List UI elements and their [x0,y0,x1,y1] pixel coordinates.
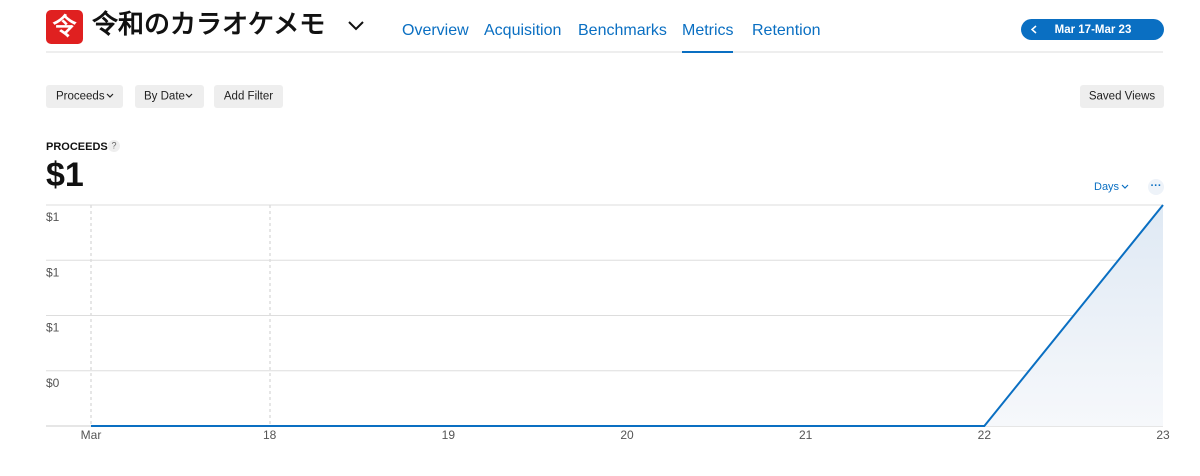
filter-label: Proceeds [56,91,105,103]
filter-button[interactable] [135,85,204,108]
x-tick-label: 22 [978,428,992,442]
date-range[interactable]: Mar 17-Mar 23 [1055,24,1132,36]
more-button[interactable] [1148,179,1164,195]
x-tick-label: 23 [1156,428,1170,442]
chevron [185,93,193,98]
app-icon-glyph: 令 [53,12,78,40]
filter-button[interactable] [214,85,283,108]
saved-views: Saved Views [1089,91,1156,103]
x-tick-label: 18 [263,428,277,442]
y-tick-label: $0 [46,376,60,390]
x-tick-label: 19 [442,428,456,442]
line [91,204,1164,427]
tab[interactable]: Benchmarks [578,22,667,39]
metric-label: PROCEEDS [46,141,108,153]
app-name[interactable]: 令和のカラオケメモ [92,9,325,39]
period-select[interactable]: Days [1094,181,1120,193]
app-menu-chevron[interactable] [348,21,364,31]
tab[interactable]: Overview [402,22,469,39]
saved-views-button[interactable] [1080,85,1164,108]
y-tick-label: $1 [46,321,60,335]
filter-label: Add Filter [224,91,273,103]
help-text: ? [111,140,116,150]
more-text: ··· [1151,180,1162,192]
app-icon[interactable] [46,10,83,44]
chevron [106,93,114,98]
help-icon[interactable] [108,140,120,152]
x-tick-label: 21 [799,428,813,442]
filter-label: By Date [144,91,185,103]
date-range-pill[interactable] [1021,19,1164,40]
filter-button[interactable] [46,85,123,108]
chevron [1121,184,1129,189]
x-tick-label: 20 [620,428,634,442]
tab-active[interactable]: Metrics [682,22,734,39]
x-tick-label: Mar [81,428,102,442]
tab[interactable]: Retention [752,22,821,39]
area-fill [91,205,1163,426]
date-prev[interactable] [1030,25,1037,34]
y-tick-label: $1 [46,210,60,224]
metric-total: $1 [46,156,84,194]
y-tick-label: $1 [46,265,60,279]
tab[interactable]: Acquisition [484,22,561,39]
